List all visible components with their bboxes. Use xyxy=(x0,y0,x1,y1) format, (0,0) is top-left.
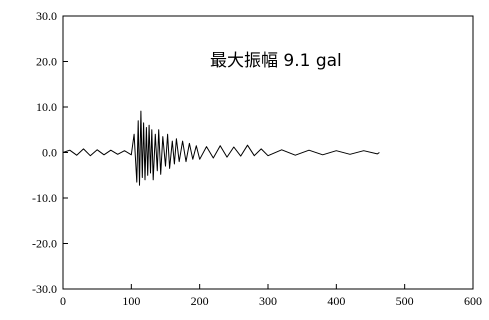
y-tick-label: -10.0 xyxy=(32,191,57,205)
waveform-series-line xyxy=(62,110,380,186)
x-tick-label: 600 xyxy=(464,294,482,308)
y-tick-label: 20.0 xyxy=(36,55,57,69)
x-tick-label: 0 xyxy=(60,294,66,308)
series-layer xyxy=(62,110,380,186)
y-tick-label: -20.0 xyxy=(32,237,57,251)
x-tick-label: 300 xyxy=(259,294,277,308)
y-tick-label: -30.0 xyxy=(32,282,57,296)
y-tick-label: 0.0 xyxy=(42,146,57,160)
x-tick-label: 200 xyxy=(191,294,209,308)
y-tick-label: 30.0 xyxy=(36,9,57,23)
x-axis: 0 100 200 300 400 500 600 xyxy=(60,284,482,308)
x-tick-label: 400 xyxy=(327,294,345,308)
x-tick-label: 500 xyxy=(396,294,414,308)
y-axis: 30.0 20.0 10.0 0.0 -10.0 -20.0 -30.0 xyxy=(32,9,68,296)
y-tick-label: 10.0 xyxy=(36,100,57,114)
max-amplitude-annotation: 最大振幅 9.1 gal xyxy=(210,51,342,71)
x-tick-label: 100 xyxy=(122,294,140,308)
